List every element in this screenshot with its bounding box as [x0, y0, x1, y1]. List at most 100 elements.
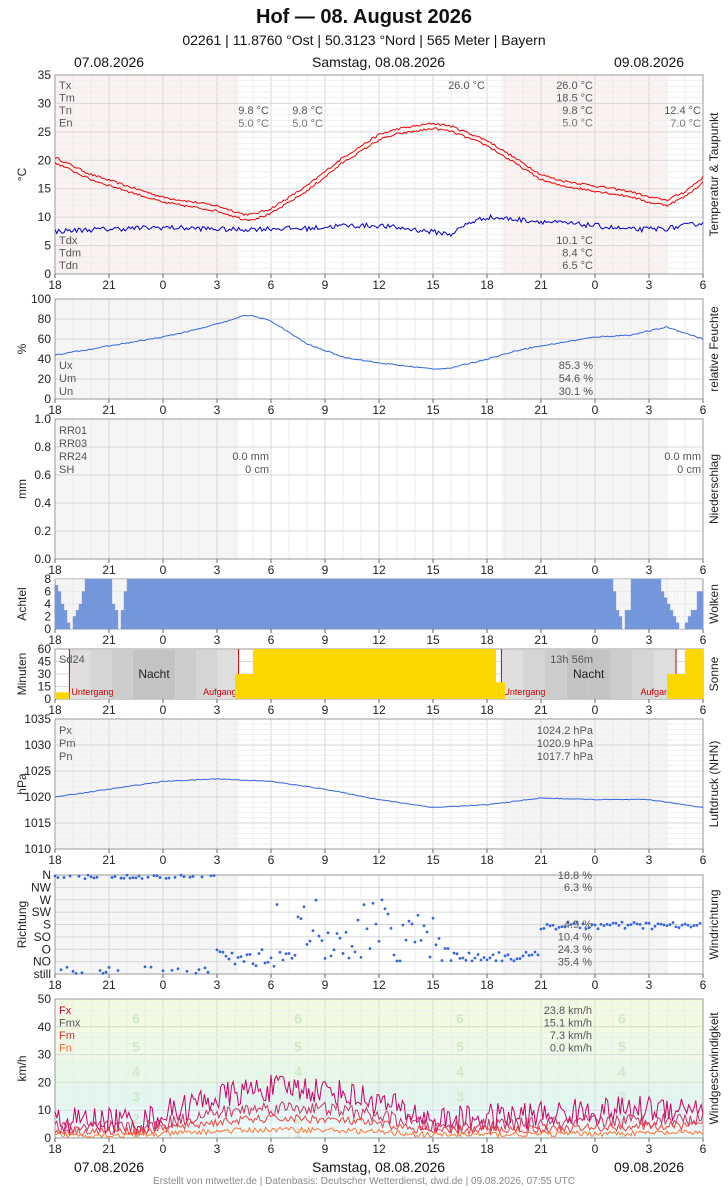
wind-direction-dot	[518, 957, 522, 960]
wind-direction-dot	[620, 920, 624, 924]
wind-direction-dot	[125, 873, 129, 877]
sunshine-ytick-label: 0	[44, 692, 51, 706]
cloud-bar	[105, 578, 110, 630]
wind-direction-dot	[593, 923, 597, 927]
wind-direction-dot	[368, 947, 372, 950]
winddir-summary-value: 35.4 %	[558, 957, 592, 969]
sunshine-bar	[685, 649, 703, 699]
night-band	[588, 650, 611, 699]
wind-summary-value: 0.0 km/h	[550, 1043, 592, 1055]
wind-direction-dot	[413, 940, 417, 944]
cloud-bar	[159, 578, 164, 630]
wind-direction-dot	[632, 921, 636, 924]
wind-direction-dot	[71, 969, 75, 973]
wind-direction-dot	[338, 936, 342, 940]
clouds-ytick-label: 8	[44, 572, 51, 586]
cloud-clear-bar	[697, 579, 700, 592]
humidity-xtick-label: 6	[700, 403, 707, 417]
temperature-xtick-label: 6	[700, 278, 707, 292]
cloud-bar	[405, 578, 410, 630]
wind-direction-dot	[194, 971, 198, 975]
cloud-bar	[57, 591, 62, 630]
wind-direction-dot	[137, 874, 141, 878]
cloud-bar	[273, 578, 278, 630]
clouds-ytick-label: 2	[44, 610, 51, 624]
date-center: Samstag, 08.08.2026	[312, 54, 446, 70]
cloud-bar	[498, 578, 503, 630]
cloud-bar	[657, 578, 662, 630]
wind-ylabel: km/h	[15, 1055, 29, 1081]
wind-direction-dot	[506, 953, 510, 957]
pressure-ytick-label: 1035	[24, 712, 51, 726]
precip-rr24-right: 0.0 mm	[664, 451, 701, 463]
precipitation-xtick-label: 15	[426, 563, 440, 577]
humidity-side-label: relative Feuchte	[707, 306, 721, 392]
wind-direction-dot	[80, 971, 84, 975]
cloud-bar	[369, 578, 374, 630]
cloud-bar	[693, 610, 698, 630]
cloud-bar	[318, 578, 323, 630]
wind-direction-dot	[674, 925, 678, 929]
sunshine-side-label: Sonne	[707, 656, 721, 691]
cloud-clear-bar	[115, 579, 118, 611]
sunshine-xtick-label: 18	[48, 703, 62, 717]
cloud-bar	[429, 578, 434, 630]
night-band	[632, 650, 655, 699]
pressure-xtick-label: 21	[534, 853, 548, 867]
humidity-xtick-label: 0	[592, 403, 599, 417]
wind-direction-dot	[437, 937, 441, 940]
temperature-xtick-label: 12	[372, 278, 386, 292]
cloud-bar	[276, 578, 281, 630]
wind-direction-dot	[179, 873, 183, 877]
wind-xtick-label: 18	[48, 1142, 62, 1156]
cloud-bar	[174, 578, 179, 630]
wind-direction-dot	[185, 969, 189, 973]
precipitation-xtick-label: 0	[592, 563, 599, 577]
cloud-bar	[516, 578, 521, 630]
wind-direction-dot	[461, 956, 465, 960]
night-band	[90, 650, 112, 699]
wind-direction-dot	[377, 939, 381, 943]
cloud-bar	[426, 578, 431, 630]
cloud-clear-bar	[124, 579, 127, 592]
beaufort-label: 6	[132, 1010, 140, 1026]
cloud-bar	[411, 578, 416, 630]
pressure-xtick-label: 3	[214, 853, 221, 867]
wind-direction-dot	[530, 953, 534, 957]
beaufort-label: 2	[618, 1111, 626, 1127]
clouds-xtick-label: 15	[426, 633, 440, 647]
wind-direction-dot	[524, 950, 528, 954]
cloud-bar	[75, 610, 80, 630]
cloud-bar	[489, 578, 494, 630]
humidity-xtick-label: 9	[322, 403, 329, 417]
date-center-bottom: Samstag, 08.08.2026	[312, 1159, 446, 1175]
wind-direction-dot	[248, 953, 252, 956]
wind-summary-value: 23.8 km/h	[544, 1005, 592, 1017]
precipitation-ytick-label: 0.4	[34, 496, 51, 510]
temperature-side-label: Temperatur & Taupunkt	[707, 112, 721, 237]
humidity-xtick-label: 18	[48, 403, 62, 417]
cloud-bar	[423, 578, 428, 630]
cloud-bar	[180, 578, 185, 630]
cloud-clear-bar	[82, 579, 85, 592]
wind-direction-dot	[242, 960, 246, 963]
cloud-bar	[141, 578, 146, 630]
cloud-bar	[672, 616, 677, 630]
sunshine-ytick-label: 45	[38, 655, 52, 669]
winddir-ylabel: Richtung	[15, 901, 29, 948]
footer-credit: Erstellt von mtwetter.de | Datenbasis: D…	[153, 1176, 575, 1187]
cloud-bar	[114, 610, 119, 630]
pressure-ytick-label: 1020	[24, 790, 51, 804]
precip-sh-mid: 0 cm	[245, 464, 269, 476]
sunshine-xtick-label: 6	[700, 703, 707, 717]
cloud-bar	[87, 578, 92, 630]
cloud-bar	[480, 578, 485, 630]
humidity-ytick-label: 80	[38, 312, 52, 326]
wind-direction-dot	[119, 876, 123, 880]
cloud-bar	[165, 578, 170, 630]
wind-direction-dot	[239, 955, 243, 958]
wind-xtick-label: 21	[534, 1142, 548, 1156]
humidity-ytick-label: 20	[38, 372, 52, 386]
cloud-bar	[213, 578, 218, 630]
humidity-legend-label: Um	[59, 373, 76, 385]
